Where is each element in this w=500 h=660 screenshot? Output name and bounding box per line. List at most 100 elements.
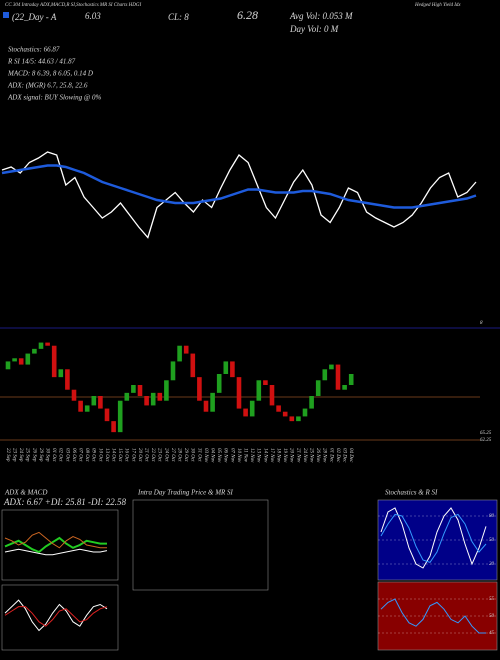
x-tick-label: 29 Sep [38,448,43,462]
period: (22_Day - A [12,12,57,22]
close-label: CL: 8 [168,12,189,22]
stat: ADX: (MGR) 6.7, 25.8, 22.6 [7,82,88,90]
panel-title: Intra Day Trading Price & MR SI [137,489,234,497]
candle [269,385,275,406]
candle [197,377,202,401]
company: Hedged High Yield Idx [414,3,461,8]
x-tick-label: 28 Oct [176,448,181,462]
x-tick-label: 02 Oct [58,448,63,462]
x-tick-label: 31 Oct [196,448,201,462]
x-tick-label: 06 Oct [71,448,76,462]
candle [65,369,70,390]
day-vol: Day Vol: 0 M [289,24,339,34]
candle [263,380,268,385]
candle [282,411,288,417]
x-tick-label: 03 Oct [64,448,69,462]
candle [18,358,24,365]
candle [348,374,354,385]
x-tick-label: 10 Oct [97,448,102,462]
x-tick-label: 21 Oct [143,448,148,462]
candle [296,416,301,422]
x-tick-label: 25 Nov [308,448,313,463]
moving-average [1,164,477,209]
price-line [1,151,477,239]
x-tick-label: 08 Oct [84,448,89,462]
indicator-line [380,598,486,634]
x-tick-label: 30 Oct [190,448,195,462]
x-tick-label: 23 Oct [157,448,162,462]
x-tick-label: 22 Oct [150,448,155,462]
close: 6.28 [237,8,258,22]
x-tick-label: 01 Oct [51,448,56,462]
y-tick-label: 45 [489,631,495,636]
panel [377,581,498,651]
candle [12,358,17,362]
candle [190,353,196,378]
logo [3,12,9,18]
candle [58,369,64,378]
x-tick-label: 20 Oct [137,448,142,462]
x-tick-label: 10 Nov [236,448,241,463]
x-tick-label: 28 Nov [322,448,327,463]
candle [322,369,328,381]
indicator-line [4,599,108,632]
candle [183,345,189,354]
candle [157,392,163,401]
x-tick-label: 03 Nov [203,448,208,463]
candle [104,408,110,422]
x-tick-label: 09 Oct [91,448,96,462]
x-tick-label: 13 Nov [256,448,261,463]
x-tick-label: 17 Oct [130,448,135,462]
candle [216,374,222,393]
x-tick-label: 19 Nov [282,448,287,463]
candle [131,385,136,393]
price-label: 8 [480,321,483,326]
x-tick-label: 05 Nov [216,448,221,463]
candle [91,396,97,406]
candle [38,342,44,349]
candle [5,361,11,370]
x-tick-label: 26 Nov [315,448,320,463]
x-tick-label: 15 Oct [117,448,122,462]
candle [243,408,248,417]
x-tick-label: 27 Oct [170,448,175,462]
candle [335,364,341,390]
x-tick-label: 20 Nov [289,448,294,463]
x-tick-label: 01 Dec [328,448,333,463]
candle [98,396,103,409]
stat: Stochastics: 66.87 [8,46,60,54]
candle [309,396,314,409]
candle [164,380,169,401]
x-tick-label: 21 Nov [295,448,300,463]
x-tick-label: 18 Nov [275,448,280,463]
candle [117,400,123,433]
x-tick-label: 04 Dec [348,448,353,463]
x-tick-label: 14 Nov [262,448,267,463]
candle [236,377,242,409]
indicator-line [380,507,487,569]
candle [84,405,90,412]
indicator-line [4,548,108,556]
x-tick-label: 14 Oct [110,448,115,462]
candle [315,380,321,396]
x-tick-label: 12 Nov [249,448,254,463]
price-label: 65.25 [480,431,492,436]
x-tick-label: 17 Nov [269,448,274,463]
candle [111,421,116,433]
indicator-line [4,536,107,554]
candle [230,361,235,378]
x-tick-label: 25 Sep [25,448,30,462]
panel-title: ADX & MACD [4,489,47,497]
candle [124,392,130,401]
candle [210,392,215,412]
avg-vol: Avg Vol: 0.053 M [289,11,353,21]
y-tick-label: 80 [489,514,495,519]
candle [71,389,77,401]
stat: ADX signal: BUY Slowing @ 0% [7,94,102,102]
candle [78,400,83,412]
candle [32,348,37,354]
candle [51,345,57,378]
candle [144,396,149,406]
